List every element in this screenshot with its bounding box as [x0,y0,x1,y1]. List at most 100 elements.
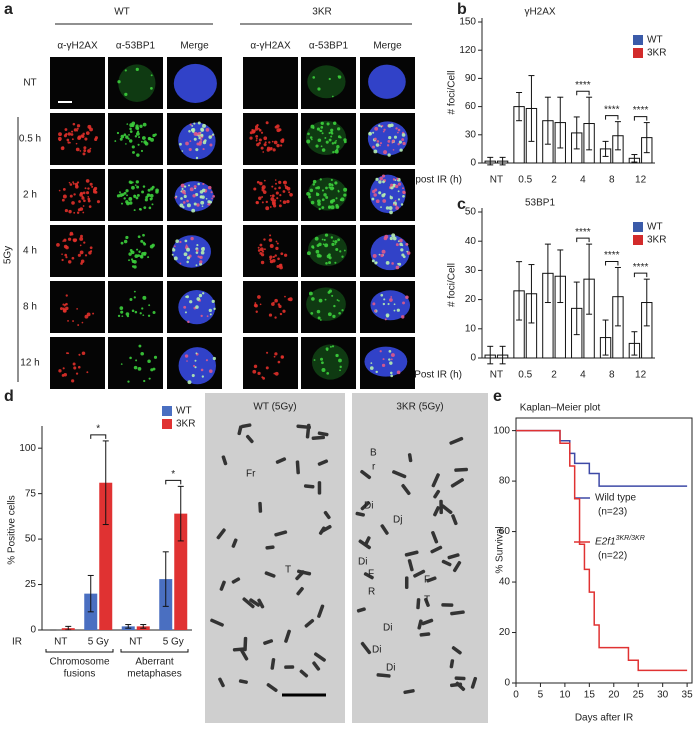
focus [383,193,386,196]
y-tick-label: 10 [465,323,477,334]
focus [184,239,188,243]
focus [73,193,76,196]
focus [93,186,98,191]
focus [181,150,184,152]
focus [390,183,394,187]
focus [268,238,273,242]
y-tick-label: 0 [504,678,510,689]
chromosome-annotation: Di [358,557,367,568]
focus [335,204,339,208]
focus [183,185,187,188]
focus [121,202,123,205]
focus [371,197,375,201]
y-tick-label: 150 [459,17,476,28]
focus [279,144,283,147]
focus [269,234,272,237]
focus [185,295,189,299]
focus [259,251,263,255]
focus [330,135,333,138]
focus [201,195,205,199]
focus [334,243,337,245]
focus [331,294,334,297]
focus [67,141,70,144]
focus [194,193,199,197]
focus [189,140,192,143]
focus [129,297,133,301]
focus [309,188,314,193]
focus [89,147,92,150]
x-tick-label: NT [129,637,142,648]
focus [379,350,382,353]
focus [308,195,312,199]
focus [321,198,325,202]
focus [276,143,280,148]
focus [67,132,72,136]
focus [85,179,90,183]
focus [369,366,374,370]
focus [282,200,287,204]
focus [372,131,375,134]
significance-bracket [605,260,619,266]
focus [388,358,391,361]
focus [181,190,186,194]
chromosome [317,431,329,437]
focus [288,191,291,194]
focus [125,200,129,204]
focus [123,239,128,244]
legend-swatch [162,406,172,416]
focus [329,186,334,191]
focus [182,206,185,209]
focus [76,184,79,187]
y-tick-label: 100 [493,425,510,436]
legend-swatch [162,419,172,429]
focus [173,245,176,248]
focus [73,366,77,370]
focus [256,123,259,127]
focus [395,127,398,130]
focus [324,233,329,237]
focus [262,151,265,153]
focus [340,197,345,202]
focus [179,142,182,146]
focus [187,380,192,385]
focus [328,183,332,187]
focus [151,203,154,206]
y-tick-label: 60 [465,101,477,112]
focus [263,238,266,241]
focus [208,203,211,206]
x-tick-label: 30 [657,690,669,701]
focus [79,237,84,241]
focus [183,194,187,199]
x-axis-label: Days after IR [575,713,633,724]
focus [276,264,280,268]
chromosome [433,489,441,499]
focus [96,200,101,204]
chromosome [454,676,466,681]
chromosome [323,510,331,520]
legend-swatch [633,235,643,245]
focus [125,143,127,145]
chromosome [295,460,300,475]
focus [81,351,86,356]
chromosome [439,499,443,515]
focus [142,241,146,245]
nucleus [178,122,216,160]
focus [62,187,66,191]
column-header: α-γH2AX [250,41,291,52]
focus [372,145,375,149]
focus [379,176,383,181]
chromosome [270,657,276,670]
focus [119,191,121,194]
chromosome [360,501,371,511]
focus [387,123,392,128]
nucleus [311,344,349,380]
focus [380,125,383,128]
focus [136,248,139,251]
focus [372,253,377,258]
focus [211,197,213,200]
focus [343,249,346,252]
chromosome [264,571,276,578]
focus [63,238,67,242]
chromosome [238,679,248,684]
focus [313,359,316,361]
